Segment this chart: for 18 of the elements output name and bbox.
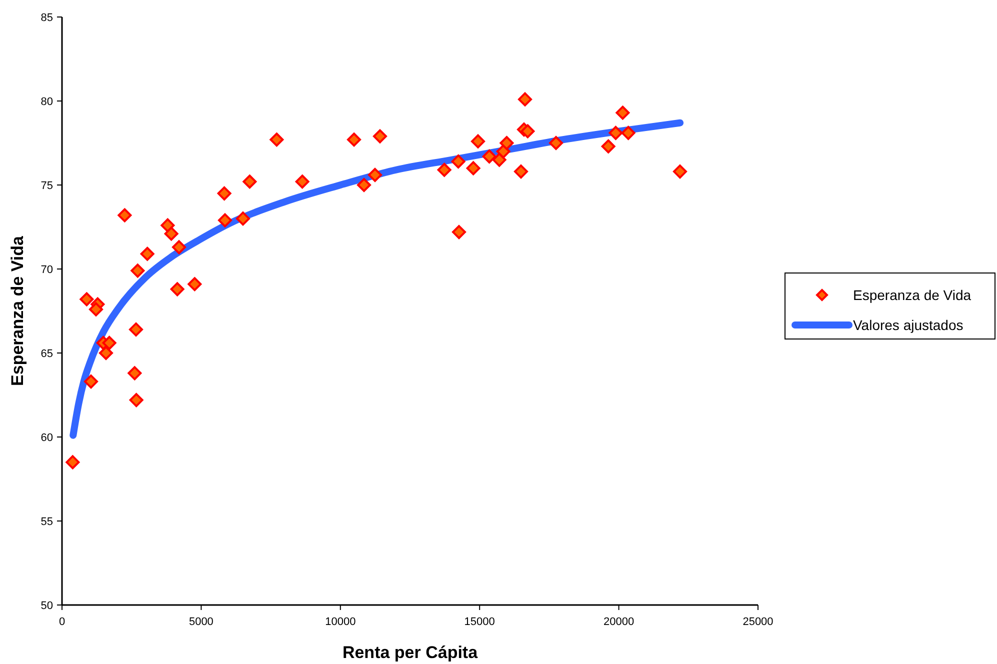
y-tick-label: 50 bbox=[40, 600, 53, 612]
x-tick-label: 10000 bbox=[325, 616, 356, 628]
legend-label: Esperanza de Vida bbox=[853, 287, 972, 303]
y-tick-label: 85 bbox=[40, 12, 53, 24]
y-tick-label: 60 bbox=[40, 432, 53, 444]
x-tick-label: 0 bbox=[58, 616, 66, 628]
x-tick-label: 15000 bbox=[464, 616, 495, 628]
x-tick-label: 20000 bbox=[604, 616, 634, 628]
x-tick-label: 25000 bbox=[742, 616, 774, 628]
y-tick-label: 55 bbox=[40, 516, 53, 528]
y-tick-label: 70 bbox=[40, 264, 53, 276]
y-tick-label: 75 bbox=[40, 180, 53, 192]
x-tick-label: 5000 bbox=[188, 616, 214, 628]
legend-label: Valores ajustados bbox=[853, 317, 964, 333]
y-axis-title: Esperanza de Vida bbox=[8, 235, 27, 386]
y-tick-label: 80 bbox=[40, 96, 53, 108]
y-tick-label: 65 bbox=[40, 348, 53, 360]
x-axis-title: Renta per Cápita bbox=[342, 643, 478, 662]
